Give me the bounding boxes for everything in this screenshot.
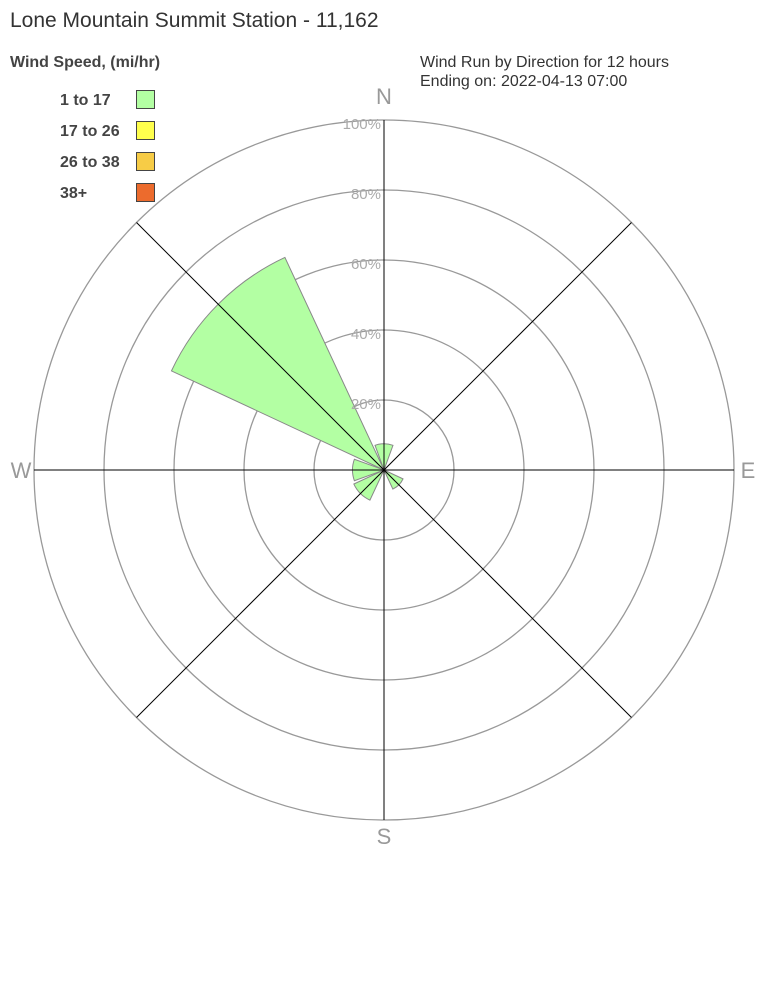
legend-label: 38+ bbox=[60, 185, 88, 202]
radial-tick-label: 100% bbox=[343, 116, 381, 133]
radial-tick-label: 80% bbox=[351, 186, 381, 203]
subtitle-line-2: Ending on: 2022-04-13 07:00 bbox=[420, 73, 628, 90]
legend-title: Wind Speed, (mi/hr) bbox=[10, 54, 161, 71]
radial-tick-label: 60% bbox=[351, 256, 381, 273]
compass-label-n: N bbox=[376, 84, 392, 109]
legend-label: 26 to 38 bbox=[60, 154, 120, 171]
legend-swatch bbox=[136, 90, 155, 109]
radial-tick-label: 20% bbox=[351, 396, 381, 413]
axis-diagonal bbox=[136, 222, 632, 718]
legend-label: 17 to 26 bbox=[60, 123, 120, 140]
compass-label-e: E bbox=[741, 458, 756, 483]
compass-label-w: W bbox=[11, 458, 32, 483]
chart-title: Lone Mountain Summit Station - 11,162 bbox=[10, 9, 379, 32]
legend-swatch bbox=[136, 183, 155, 202]
subtitle-line-1: Wind Run by Direction for 12 hours bbox=[420, 54, 669, 71]
legend-swatch bbox=[136, 121, 155, 140]
radial-tick-label: 40% bbox=[351, 326, 381, 343]
legend-swatch bbox=[136, 152, 155, 171]
legend-label: 1 to 17 bbox=[60, 92, 111, 109]
compass-label-s: S bbox=[377, 824, 392, 849]
